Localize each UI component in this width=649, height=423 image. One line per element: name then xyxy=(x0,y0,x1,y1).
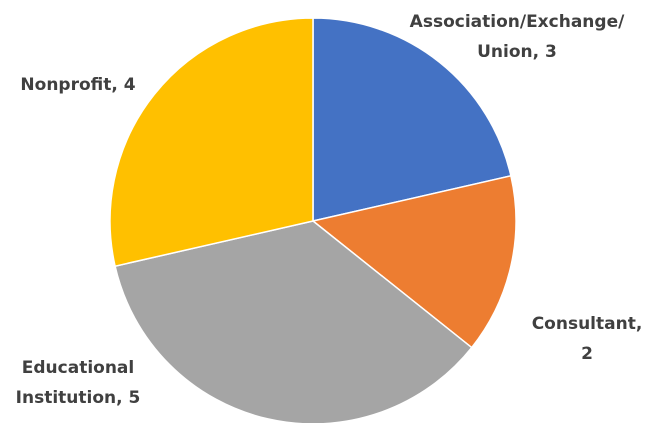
pie-slice xyxy=(312,17,512,222)
pie-slice xyxy=(109,17,314,268)
pie-slice xyxy=(311,174,517,349)
data-label: 2 xyxy=(581,344,593,364)
data-label: Association/Exchange/ xyxy=(410,12,625,32)
data-label: Educational xyxy=(22,358,134,378)
data-label: Institution, 5 xyxy=(16,388,141,408)
data-label: Consultant, xyxy=(532,314,643,334)
data-label: Union, 3 xyxy=(477,42,557,62)
data-label: Nonprofit, 4 xyxy=(20,75,135,95)
pie-slice xyxy=(114,220,473,423)
